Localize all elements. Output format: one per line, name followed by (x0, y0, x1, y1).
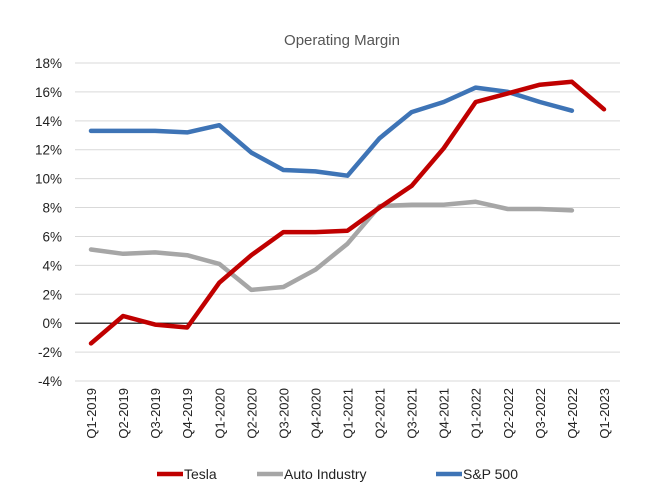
y-tick-label: -4% (38, 374, 62, 389)
x-tick-label: Q3-2021 (405, 388, 420, 439)
legend-label: S&P 500 (463, 466, 518, 482)
series-lines (88, 79, 607, 346)
x-tick-label: Q4-2022 (565, 388, 580, 439)
x-tick-label: Q4-2019 (180, 388, 195, 439)
x-tick-label: Q1-2019 (84, 388, 99, 439)
legend-item-tesla: Tesla (157, 466, 217, 482)
x-tick-label: Q2-2022 (501, 388, 516, 439)
y-tick-label: -2% (38, 345, 62, 360)
y-tick-label: 2% (42, 287, 62, 302)
x-tick-label: Q4-2021 (437, 388, 452, 439)
y-tick-label: 8% (42, 201, 62, 216)
series-line-tesla (88, 79, 607, 346)
gridlines (75, 62, 620, 382)
legend-item-auto-industry: Auto Industry (257, 466, 367, 482)
x-tick-label: Q3-2020 (276, 388, 291, 439)
series-line-s-p-500 (88, 85, 575, 178)
chart-title: Operating Margin (284, 32, 400, 49)
y-axis-ticks: -4% -2% 0% 2% 4% 6% 8% 10% 12% 14% 16% 18% (35, 56, 62, 389)
series-line-auto-industry (88, 199, 575, 293)
x-tick-label: Q3-2022 (533, 388, 548, 439)
y-tick-label: 14% (35, 114, 62, 129)
y-tick-label: 4% (42, 258, 62, 273)
x-tick-label: Q4-2020 (308, 388, 323, 439)
legend-item-s-p-500: S&P 500 (436, 466, 518, 482)
y-tick-label: 10% (35, 172, 62, 187)
y-tick-label: 0% (42, 316, 62, 331)
x-tick-label: Q2-2020 (244, 388, 259, 439)
legend: Tesla Auto Industry S&P 500 (157, 466, 518, 482)
x-tick-label: Q3-2019 (148, 388, 163, 439)
x-tick-label: Q1-2021 (341, 388, 356, 439)
x-axis-ticks: Q1-2019 Q2-2019 Q3-2019 Q4-2019 Q1-2020 Q2-20… (84, 388, 612, 439)
y-tick-label: 18% (35, 56, 62, 71)
y-tick-label: 16% (35, 85, 62, 100)
legend-label: Auto Industry (284, 466, 367, 482)
x-tick-label: Q2-2019 (116, 388, 131, 439)
x-tick-label: Q1-2020 (212, 388, 227, 439)
x-tick-label: Q1-2022 (469, 388, 484, 439)
x-tick-label: Q2-2021 (373, 388, 388, 439)
y-tick-label: 6% (42, 229, 62, 244)
y-tick-label: 12% (35, 143, 62, 158)
legend-label: Tesla (184, 466, 217, 482)
x-tick-label: Q1-2023 (597, 388, 612, 439)
